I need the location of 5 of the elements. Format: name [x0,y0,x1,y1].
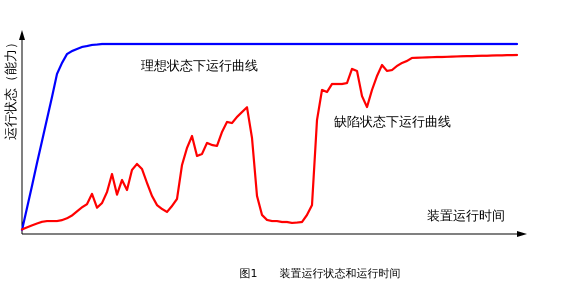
x-axis-title: 装置运行时间 [427,209,505,224]
series-label: 缺陷状态下运行曲线 [334,114,451,130]
caption: 图1 装置运行状态和运行时间 [240,267,400,280]
series-label: 理想状态下运行曲线 [140,59,258,74]
y-axis-title: 运行状态（能力） [4,36,19,140]
